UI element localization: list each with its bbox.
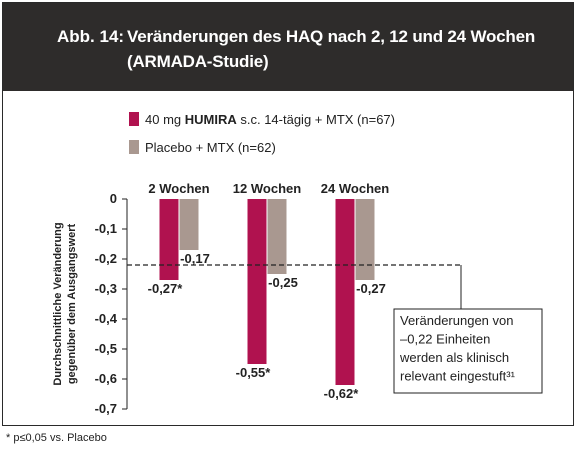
bar-humira <box>335 199 355 385</box>
footnote: * p≤0,05 vs. Placebo <box>6 432 107 444</box>
y-tick-label: -0,7 <box>95 401 117 416</box>
legend-swatch-humira <box>129 112 139 126</box>
legend-text-post: s.c. 14-tägig + MTX (n=67) <box>236 111 395 127</box>
bar-humira <box>159 199 179 280</box>
annotation-box <box>393 308 543 394</box>
y-tick-label: -0,4 <box>95 311 118 326</box>
figure-frame: Abb. 14: Veränderungen des HAQ nach 2, 1… <box>2 2 574 426</box>
data-label: -0,25 <box>268 275 298 290</box>
category-label: 2 Wochen <box>148 181 209 196</box>
y-axis-label: gegenüber dem Ausgangswert <box>66 223 78 384</box>
legend-item-humira: 40 mg HUMIRA s.c. 14-tägig + MTX (n=67) <box>129 110 395 128</box>
legend-label-humira: 40 mg HUMIRA s.c. 14-tägig + MTX (n=67) <box>145 112 395 127</box>
data-label: -0,17 <box>180 251 210 266</box>
legend-text-pre: 40 mg <box>145 111 185 127</box>
annotation-text: Veränderungen von <box>400 313 513 328</box>
y-tick-label: -0,3 <box>95 281 117 296</box>
annotation-text: werden als klinisch <box>399 350 509 365</box>
category-label: 24 Wochen <box>321 181 389 196</box>
data-label: -0,27* <box>148 281 184 296</box>
figure-subtitle: (ARMADA-Studie) <box>127 52 269 71</box>
legend-swatch-placebo <box>129 140 139 154</box>
data-label: -0,62* <box>324 386 360 401</box>
data-label: -0,27 <box>356 281 386 296</box>
legend-item-placebo: Placebo + MTX (n=62) <box>129 138 276 156</box>
category-label: 12 Wochen <box>233 181 301 196</box>
bar-placebo <box>267 199 287 274</box>
figure-header: Abb. 14: Veränderungen des HAQ nach 2, 1… <box>3 3 573 91</box>
figure-number: Abb. 14: <box>57 27 125 46</box>
figure-title: Veränderungen des HAQ nach 2, 12 und 24 … <box>127 27 536 46</box>
y-axis-label: Durchschnittliche Veränderung <box>52 222 64 385</box>
legend-label-placebo: Placebo + MTX (n=62) <box>145 139 276 155</box>
data-label: -0,55* <box>236 365 272 380</box>
annotation-text: –0,22 Einheiten <box>400 332 490 347</box>
y-tick-label: -0,5 <box>95 341 117 356</box>
bar-placebo <box>355 199 375 280</box>
bar-placebo <box>179 199 199 250</box>
annotation-text: relevant eingestuft³¹ <box>400 369 516 384</box>
bar-chart: 0 -0,1 -0,2 -0,3 -0,4 -0,5 -0,6 -0,7 Durchschnit… <box>52 181 543 416</box>
bar-humira <box>247 199 267 364</box>
y-tick-label: 0 <box>110 191 117 206</box>
y-tick-label: -0,6 <box>95 371 117 386</box>
y-tick-label: -0,2 <box>95 251 117 266</box>
legend-text-bold: HUMIRA <box>184 111 237 127</box>
y-tick-label: -0,1 <box>95 221 117 236</box>
